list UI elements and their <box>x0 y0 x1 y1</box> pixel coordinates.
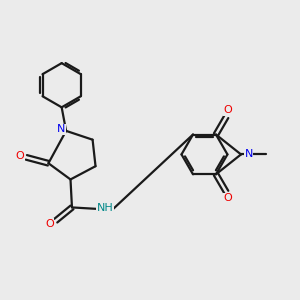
Text: O: O <box>16 151 24 161</box>
Text: N: N <box>244 149 253 159</box>
Text: O: O <box>224 105 232 116</box>
Text: NH: NH <box>97 203 114 213</box>
Text: N: N <box>57 124 65 134</box>
Text: O: O <box>224 194 232 203</box>
Text: O: O <box>45 219 54 229</box>
